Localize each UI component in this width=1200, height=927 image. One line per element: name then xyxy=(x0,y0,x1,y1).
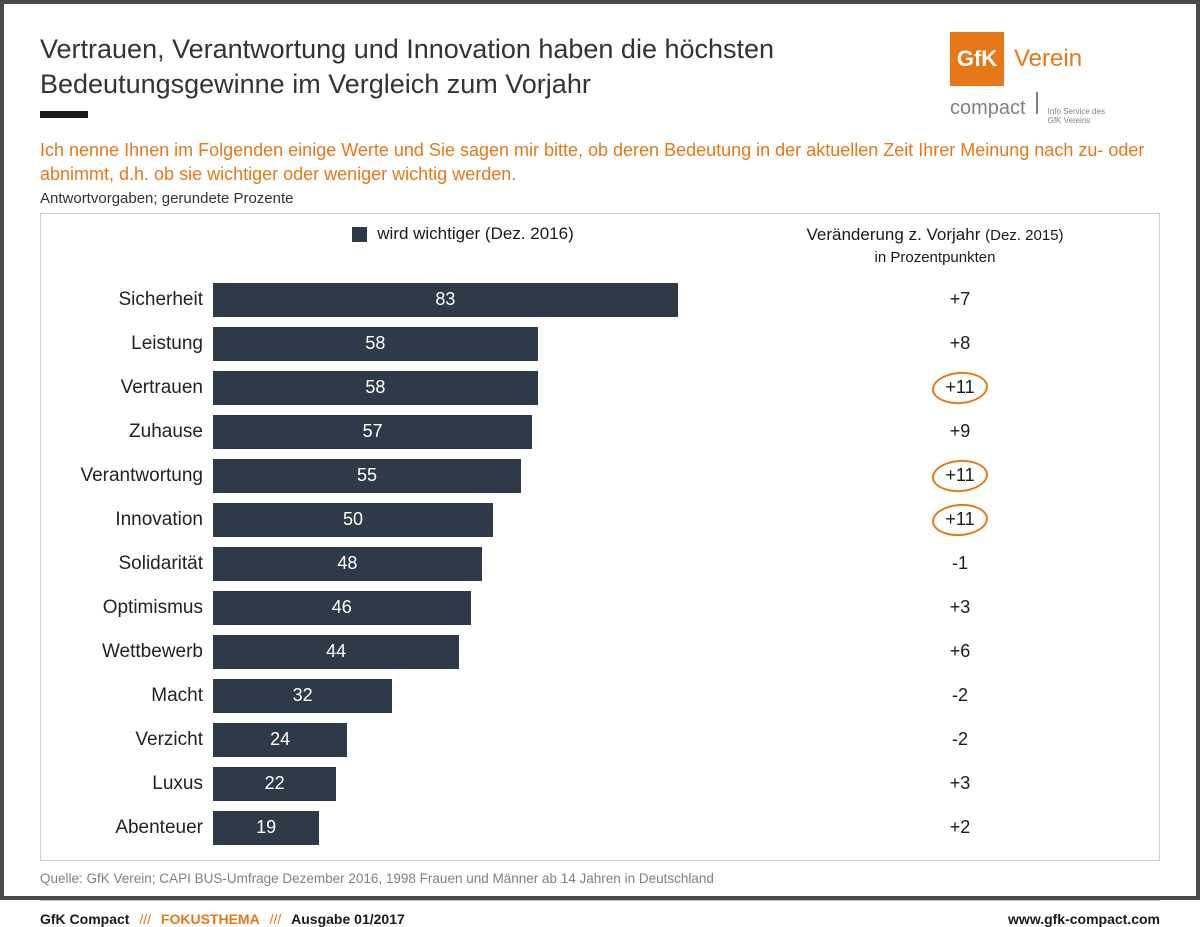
change-value: +11 xyxy=(773,509,1147,530)
row-label: Zuhause xyxy=(53,421,213,443)
change-value: +8 xyxy=(773,333,1147,354)
highlight-ellipse-icon xyxy=(931,502,989,538)
bar-row: Verantwortung55 +11 xyxy=(53,454,1147,498)
logo-compact-text: compact xyxy=(950,97,1026,120)
bar: 32 xyxy=(213,679,392,713)
change-header-line1: Veränderung z. Vorjahr xyxy=(806,225,980,244)
footer-brand: GfK Compact xyxy=(40,911,129,927)
bar-track: 57 xyxy=(213,415,773,449)
change-value: +2 xyxy=(773,817,1147,838)
row-label: Macht xyxy=(53,685,213,707)
change-value: +11 xyxy=(773,465,1147,486)
footer: GfK Compact /// FOKUSTHEMA /// Ausgabe 0… xyxy=(40,900,1160,927)
row-label: Verzicht xyxy=(53,729,213,751)
logo-tagline-1: Info Service des xyxy=(1048,107,1105,116)
bar: 58 xyxy=(213,371,538,405)
bar-track: 50 xyxy=(213,503,773,537)
bar-row: Leistung58 +8 xyxy=(53,322,1147,366)
bar-row: Innovation50 +11 xyxy=(53,498,1147,542)
bar: 24 xyxy=(213,723,347,757)
bar: 58 xyxy=(213,327,538,361)
bar-track: 83 xyxy=(213,283,773,317)
gfk-logo-icon: GfK xyxy=(950,32,1004,86)
row-label: Leistung xyxy=(53,333,213,355)
change-value: -2 xyxy=(773,685,1147,706)
row-label: Wettbewerb xyxy=(53,641,213,663)
row-label: Vertrauen xyxy=(53,377,213,399)
highlight-ellipse-icon xyxy=(931,370,989,406)
subnote: Antwortvorgaben; gerundete Prozente xyxy=(40,190,1160,207)
bar-row: Solidarität48 -1 xyxy=(53,542,1147,586)
bar: 48 xyxy=(213,547,482,581)
bar-row: Macht32 -2 xyxy=(53,674,1147,718)
chart-area: wird wichtiger (Dez. 2016) Veränderung z… xyxy=(40,213,1160,861)
legend-swatch-icon xyxy=(352,227,367,242)
change-value: +6 xyxy=(773,641,1147,662)
bar-track: 58 xyxy=(213,371,773,405)
change-value: +3 xyxy=(773,773,1147,794)
title-underline xyxy=(40,111,88,118)
bar: 50 xyxy=(213,503,493,537)
source-line: Quelle: GfK Verein; CAPI BUS-Umfrage Dez… xyxy=(40,871,1160,886)
page-title: Vertrauen, Verantwortung und Innovation … xyxy=(40,32,930,101)
bar-track: 46 xyxy=(213,591,773,625)
bar-row: Wettbewerb44 +6 xyxy=(53,630,1147,674)
footer-url: www.gfk-compact.com xyxy=(1008,911,1160,927)
bar: 22 xyxy=(213,767,336,801)
bar: 19 xyxy=(213,811,319,845)
bar-row: Sicherheit83 +7 xyxy=(53,278,1147,322)
change-value: +9 xyxy=(773,421,1147,442)
bar-track: 19 xyxy=(213,811,773,845)
question-text: Ich nenne Ihnen im Folgenden einige Wert… xyxy=(40,138,1160,187)
bar-track: 58 xyxy=(213,327,773,361)
bar-row: Vertrauen58 +11 xyxy=(53,366,1147,410)
row-label: Sicherheit xyxy=(53,289,213,311)
row-label: Verantwortung xyxy=(53,465,213,487)
change-header-paren: (Dez. 2015) xyxy=(985,227,1063,244)
bar-row: Abenteuer19 +2 xyxy=(53,806,1147,850)
bar: 55 xyxy=(213,459,521,493)
bar: 57 xyxy=(213,415,532,449)
footer-issue: Ausgabe 01/2017 xyxy=(291,911,405,927)
bar-row: Luxus22 +3 xyxy=(53,762,1147,806)
change-value: +11 xyxy=(773,377,1147,398)
row-label: Abenteuer xyxy=(53,817,213,839)
bar-track: 48 xyxy=(213,547,773,581)
bar: 44 xyxy=(213,635,459,669)
row-label: Optimismus xyxy=(53,597,213,619)
change-header-line2: in Prozentpunkten xyxy=(875,249,996,266)
row-label: Innovation xyxy=(53,509,213,531)
change-value: -1 xyxy=(773,553,1147,574)
bar-row: Optimismus46 +3 xyxy=(53,586,1147,630)
bar-track: 22 xyxy=(213,767,773,801)
change-value: +7 xyxy=(773,289,1147,310)
bar-track: 44 xyxy=(213,635,773,669)
row-label: Luxus xyxy=(53,773,213,795)
bar: 83 xyxy=(213,283,678,317)
logo-tagline-2: GfK Vereins xyxy=(1048,116,1091,125)
bar-row: Zuhause57 +9 xyxy=(53,410,1147,454)
bar-track: 24 xyxy=(213,723,773,757)
bar-row: Verzicht24 -2 xyxy=(53,718,1147,762)
row-label: Solidarität xyxy=(53,553,213,575)
logo-verein-text: Verein xyxy=(1014,45,1082,73)
change-value: -2 xyxy=(773,729,1147,750)
bar: 46 xyxy=(213,591,471,625)
highlight-ellipse-icon xyxy=(931,458,989,494)
change-value: +3 xyxy=(773,597,1147,618)
legend-series-label: wird wichtiger (Dez. 2016) xyxy=(377,224,574,244)
footer-fokus: FOKUSTHEMA xyxy=(161,911,260,927)
bar-track: 55 xyxy=(213,459,773,493)
brand-logo: GfK Verein compact Info Service des GfK … xyxy=(950,32,1160,126)
bar-track: 32 xyxy=(213,679,773,713)
